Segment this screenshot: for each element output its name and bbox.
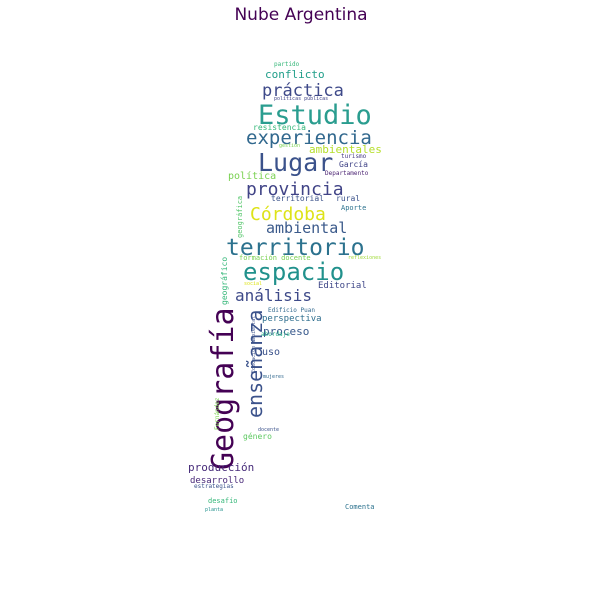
word-46: social [244,281,262,287]
word-8: Córdoba [250,204,326,225]
word-23: desafío [208,497,238,505]
word-37: Educación ambiental [250,316,257,373]
word-18: perspectiva [262,314,322,324]
word-31: turismo [341,153,367,160]
word-12: conflicto [265,68,325,81]
word-36: abordaje [261,331,290,338]
word-6: enseñanza [243,310,267,418]
word-1: Estudio [258,100,372,131]
word-9: práctica [262,81,344,101]
word-34: reflexiones [348,255,381,261]
word-19: uso [262,347,280,358]
word-38: mujeres [263,374,284,380]
word-13: producción [188,461,254,474]
word-26: geográfica [236,196,244,238]
word-35: Edificio Puan [268,307,315,314]
word-3: espacio [243,258,344,286]
word-40: docente [258,427,279,433]
word-14: proceso [263,325,309,338]
word-27: territorial [271,194,324,203]
word-5: experiencia [246,127,372,149]
word-11: ambiental [266,219,347,237]
word-21: resistencia [253,123,306,132]
word-39: Fernández [214,397,221,430]
word-2: Lugar [258,148,333,177]
word-28: rural [336,194,360,203]
word-41: Comenta [345,503,375,511]
word-32: Departamento [325,170,369,177]
word-45: gestión [279,142,300,149]
word-29: García [339,160,368,169]
word-10: análisis [235,286,312,305]
word-20: Editorial [318,281,367,291]
chart-title: Nube Argentina [234,5,368,25]
word-0: Geografía [206,307,241,470]
word-7: provincia [246,179,344,200]
word-42: planta [205,507,223,513]
word-44: políticas públicas [274,95,328,102]
word-16: política [228,170,276,182]
word-43: partido [274,61,300,68]
word-22: género [243,431,272,441]
word-33: formación docente [239,254,311,262]
word-17: desarrollo [190,476,244,486]
word-24: estrategias [194,483,234,490]
word-25: geográfico [220,257,229,305]
word-15: ambientales [309,143,382,156]
word-30: Aporte [341,204,366,212]
word-4: territorio [226,235,364,261]
